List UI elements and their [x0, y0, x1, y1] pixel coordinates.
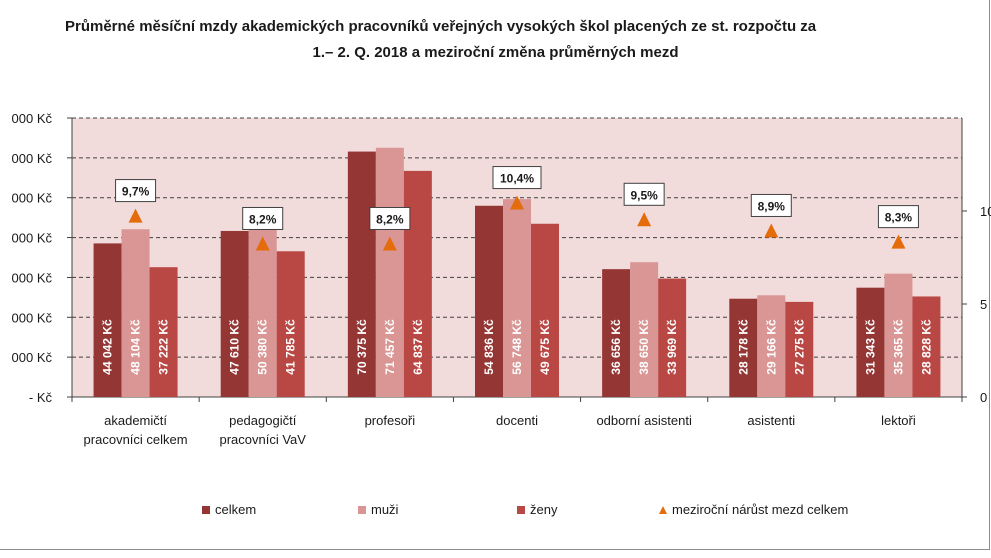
bar-ženy: [785, 301, 814, 397]
y-tick-label: 000 Kč: [12, 350, 53, 365]
growth-label: 8,3%: [885, 211, 913, 225]
growth-marker: [891, 234, 906, 249]
growth-label-box: [750, 193, 792, 217]
bar-data-label: 49 675 Kč: [538, 319, 552, 375]
bar-ženy: [658, 278, 687, 397]
legend-label: meziroční nárůst mezd celkem: [672, 502, 848, 517]
growth-label: 8,2%: [249, 212, 277, 226]
growth-marker: [764, 223, 779, 238]
growth-label: 9,5%: [630, 188, 658, 202]
bar-celkem: [856, 287, 885, 397]
growth-label-box: [369, 206, 411, 230]
bar-data-label: 44 042 Kč: [101, 319, 115, 375]
bar-data-label: 47 610 Kč: [228, 319, 242, 375]
category-label: docenti: [496, 413, 538, 428]
y-tick-label: 000 Kč: [12, 231, 53, 246]
category-label: profesoři: [365, 413, 416, 428]
growth-label-box: [623, 182, 665, 206]
bar-celkem: [220, 230, 249, 397]
category-label: pracovníci VaV: [219, 432, 306, 447]
y-tick-label: 000 Kč: [12, 270, 53, 285]
growth-marker: [128, 208, 143, 223]
growth-marker: [510, 195, 524, 210]
bar-data-label: 28 828 Kč: [919, 319, 933, 375]
legend-swatch-celkem: [202, 506, 210, 514]
chart-title-line-1: Průměrné měsíční mzdy akademických praco…: [65, 18, 817, 35]
category-label: odborní asistenti: [596, 413, 692, 428]
bar-muži: [121, 229, 150, 397]
legend-swatch-ženy: [517, 506, 525, 514]
y-tick-label: 000 Kč: [12, 151, 53, 166]
growth-marker: [382, 236, 397, 251]
category-label: pedagogičtí: [229, 413, 297, 428]
legend-label: ženy: [530, 502, 558, 517]
growth-label-box: [242, 206, 284, 230]
bar-data-label: 70 375 Kč: [355, 319, 369, 375]
bar-data-label: 38 650 Kč: [637, 319, 651, 375]
bar-data-label: 33 969 Kč: [665, 319, 679, 375]
y-tick-label: 000 Kč: [12, 111, 53, 126]
growth-marker: [637, 212, 652, 227]
bar-data-label: 27 275 Kč: [792, 319, 806, 375]
bar-muži: [248, 221, 277, 397]
bar-muži: [757, 295, 786, 397]
bar-data-label: 29 166 Kč: [764, 319, 778, 375]
growth-label: 8,9%: [758, 199, 786, 213]
y-tick-label: - Kč: [29, 390, 53, 405]
bar-data-label: 37 222 Kč: [157, 319, 171, 375]
category-label: asistenti: [747, 413, 795, 428]
bar-ženy: [531, 223, 559, 397]
bar-data-label: 48 104 Kč: [129, 319, 143, 375]
bar-celkem: [93, 243, 122, 397]
legend-label: celkem: [215, 502, 256, 517]
category-label: lektoři: [881, 413, 916, 428]
bar-data-label: 31 343 Kč: [863, 319, 877, 375]
bar-celkem: [729, 298, 758, 397]
growth-label: 8,2%: [376, 212, 404, 226]
bar-data-label: 64 837 Kč: [411, 319, 425, 375]
chart-title-line-2: 1.– 2. Q. 2018 a meziroční změna průměrn…: [312, 44, 679, 61]
bar-muži: [375, 147, 404, 397]
bar-celkem: [475, 205, 503, 397]
bar-data-label: 54 836 Kč: [482, 319, 496, 375]
bar-data-label: 56 748 Kč: [510, 319, 524, 375]
legend-swatch-muži: [358, 506, 366, 514]
category-label: pracovníci celkem: [84, 432, 188, 447]
bar-ženy: [912, 296, 941, 397]
growth-label-box: [115, 179, 157, 203]
growth-label-box: [492, 166, 542, 190]
y-tick-label: 000 Kč: [12, 310, 53, 325]
bar-data-label: 35 365 Kč: [891, 319, 905, 375]
growth-label: 9,7%: [122, 185, 150, 199]
y2-tick-label: 5: [980, 297, 987, 312]
bar-data-label: 28 178 Kč: [736, 319, 750, 375]
y2-tick-label: 0: [980, 390, 987, 405]
y-tick-label: 000 Kč: [12, 191, 53, 206]
growth-label: 10,4%: [500, 172, 534, 186]
bar-data-label: 36 656 Kč: [609, 319, 623, 375]
growth-label-box: [877, 205, 919, 229]
y2-tick-label: 10: [980, 204, 991, 219]
bar-celkem: [602, 269, 631, 397]
bar-celkem: [347, 151, 376, 397]
legend-swatch-triangle: [659, 506, 667, 514]
bar-ženy: [276, 251, 305, 397]
bar-ženy: [149, 267, 178, 397]
bar-muži: [884, 273, 913, 397]
legend-label: muži: [371, 502, 399, 517]
bar-data-label: 50 380 Kč: [256, 319, 270, 375]
category-label: akademičtí: [104, 413, 167, 428]
growth-marker: [255, 236, 270, 251]
bar-muži: [630, 262, 659, 397]
bar-muži: [503, 199, 531, 397]
bar-data-label: 71 457 Kč: [383, 319, 397, 375]
bar-data-label: 41 785 Kč: [284, 319, 298, 375]
